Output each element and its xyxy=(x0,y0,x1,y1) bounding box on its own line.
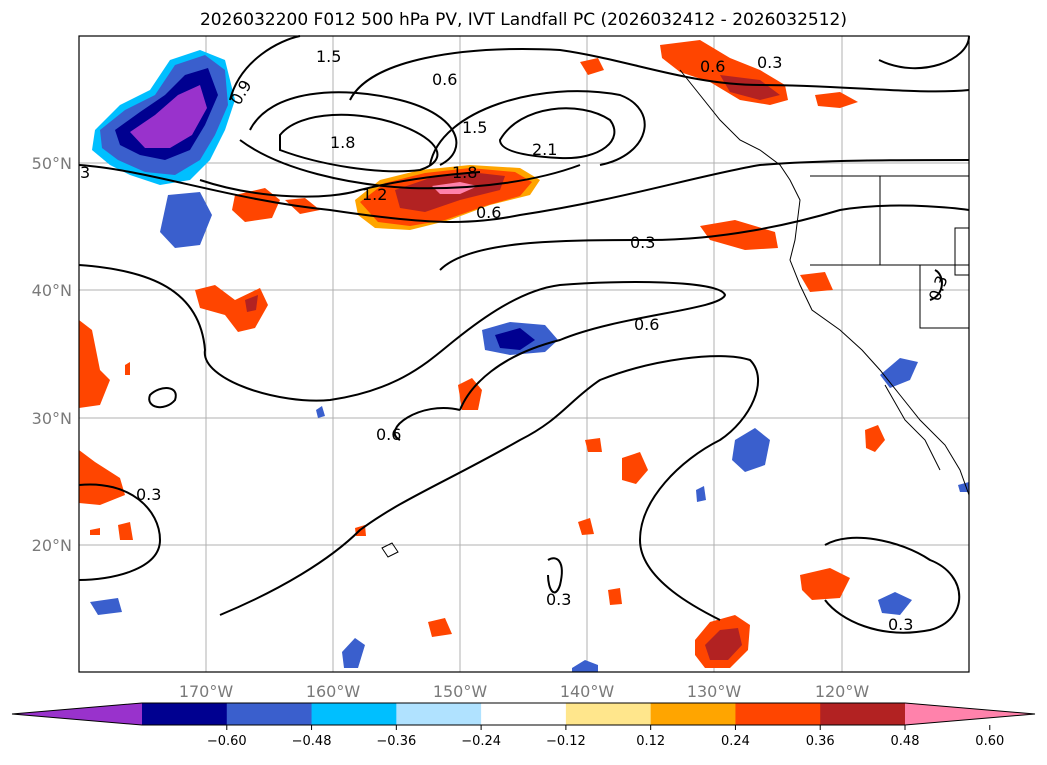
contour-label: 1.2 xyxy=(362,185,387,204)
lon-label: 140°W xyxy=(560,682,615,701)
latitude-labels: 50°N 40°N 30°N 20°N xyxy=(32,154,72,555)
contour-label: 0.3 xyxy=(136,485,161,504)
colorbar-tick-label: 0.60 xyxy=(975,734,1004,749)
colorbar-tick-label: −0.12 xyxy=(546,734,586,749)
colorbar-tick-label: 0.24 xyxy=(721,734,750,749)
colorbar-tick-label: −0.36 xyxy=(376,734,416,749)
colorbar-segment xyxy=(565,703,652,725)
colorbar-segment xyxy=(820,703,906,725)
colorbar-segment xyxy=(311,703,397,725)
lat-label: 40°N xyxy=(32,281,72,300)
gridlines xyxy=(79,36,969,672)
colorbar-extension-high xyxy=(905,703,1035,725)
contour-label: 0.3 xyxy=(546,590,571,609)
contour-label: 1.8 xyxy=(330,133,355,152)
colorbar-segment xyxy=(396,703,482,725)
map-panel xyxy=(79,36,969,672)
lat-label: 20°N xyxy=(32,536,72,555)
pv-contours xyxy=(78,35,970,634)
colorbar-tick-label: −0.48 xyxy=(292,734,332,749)
map-title: 2026032200 F012 500 hPa PV, IVT Landfall… xyxy=(199,10,847,30)
lon-label: 170°W xyxy=(179,682,234,701)
contour-label: 1.8 xyxy=(452,163,477,182)
lon-label: 130°W xyxy=(687,682,742,701)
colorbar-segment xyxy=(226,703,313,725)
lon-label: 150°W xyxy=(433,682,488,701)
contour-label: 0.3 xyxy=(888,615,913,634)
lon-label: 160°W xyxy=(306,682,361,701)
colorbar-extension-low xyxy=(12,703,142,725)
contour-label: 1.5 xyxy=(462,118,487,137)
colorbar-tick-label: −0.24 xyxy=(461,734,501,749)
map-frame xyxy=(78,35,970,673)
contour-label: 1.5 xyxy=(316,47,341,66)
colorbar-segment xyxy=(481,703,567,725)
negative-pc-shading xyxy=(90,50,969,672)
contour-label: 0.6 xyxy=(432,70,457,89)
colorbar: −0.60 −0.48 −0.36 −0.24 −0.12 0.12 0.24 0.36 0.4… xyxy=(11,702,1036,749)
lat-label: 50°N xyxy=(32,154,72,173)
lat-label: 30°N xyxy=(32,409,72,428)
lon-label: 120°W xyxy=(815,682,870,701)
colorbar-tick-label: 0.12 xyxy=(636,734,665,749)
contour-label: 0.3 xyxy=(757,53,782,72)
colorbar-tick-label: −0.60 xyxy=(207,734,247,749)
contour-label: 0.6 xyxy=(476,203,501,222)
contour-label: 2.1 xyxy=(532,140,557,159)
colorbar-outline xyxy=(11,702,1036,726)
colorbar-segment xyxy=(142,703,228,725)
contour-label: 0.6 xyxy=(634,315,659,334)
contour-labels: 1.5 0.9 0.6 0.6 0.3 1.5 1.8 2.1 1.8 1.2 … xyxy=(80,47,952,634)
colorbar-tick-label: 0.36 xyxy=(806,734,835,749)
contour-label: 3 xyxy=(80,163,90,182)
coastlines xyxy=(381,69,970,558)
colorbar-segment xyxy=(650,703,736,725)
contour-label: 0.6 xyxy=(376,425,401,444)
contour-label: 0.3 xyxy=(630,233,655,252)
longitude-labels: 170°W 160°W 150°W 140°W 130°W 120°W xyxy=(179,682,870,701)
colorbar-tick-label: 0.48 xyxy=(891,734,920,749)
contour-label: 0.6 xyxy=(700,57,725,76)
colorbar-segment xyxy=(735,703,821,725)
